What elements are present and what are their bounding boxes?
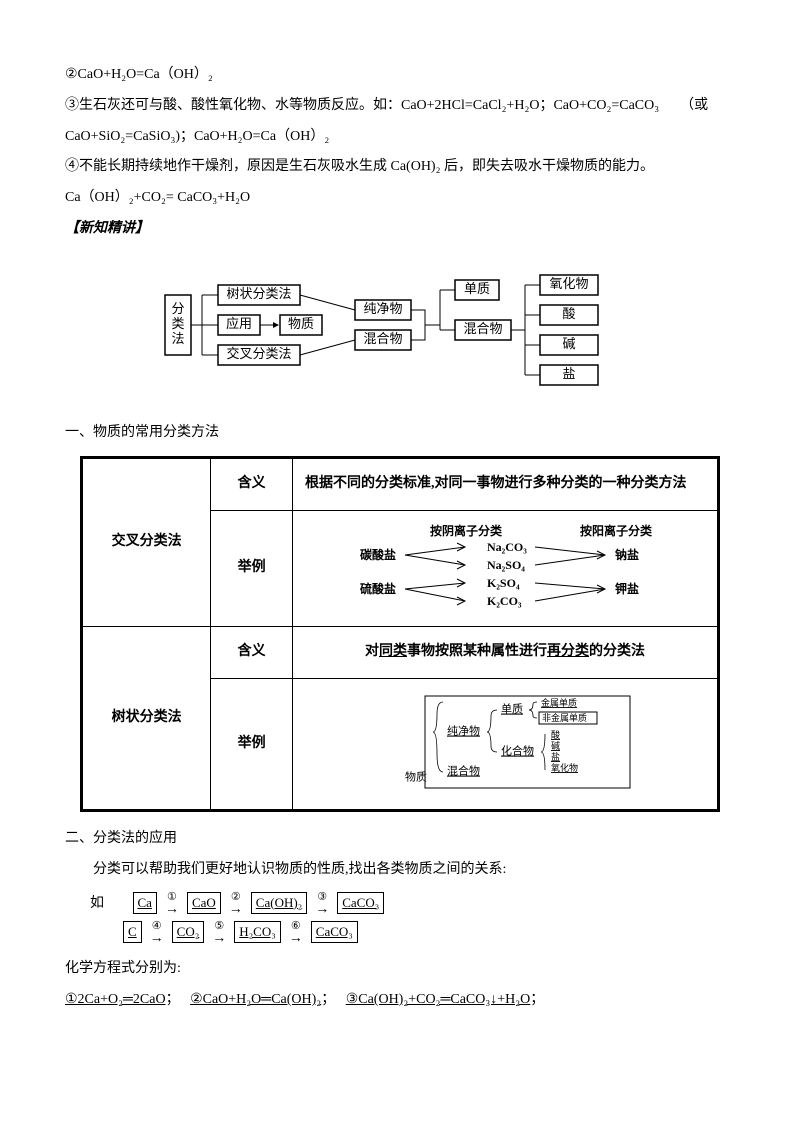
svg-text:K₂CO₃: K₂CO₃ [487,594,522,608]
svg-text:分: 分 [171,301,184,316]
section2-title: 二、分类法的应用 [65,824,735,855]
svg-text:Na₂CO₃: Na₂CO₃ [487,540,527,554]
classification-diagram: 分 类 法 树状分类法 应用 交叉分类法 物质 纯净物 混合物 单质 混合物 氧… [65,260,735,403]
svg-text:金属单质: 金属单质 [541,697,577,708]
cell-example-label2: 举例 [211,678,293,810]
svg-text:树状分类法: 树状分类法 [226,286,291,301]
svg-text:盐: 盐 [562,366,575,381]
svg-text:纯净物: 纯净物 [363,301,402,316]
svg-text:单质: 单质 [501,703,523,716]
svg-text:酸: 酸 [551,730,560,740]
reaction-chain-1: 如 Ca ① CaO ② Ca(OH)₂ ③ CaCO₃ [65,892,735,915]
svg-text:按阴离子分类: 按阴离子分类 [430,523,503,538]
svg-text:钠盐: 钠盐 [615,547,639,562]
cell-cross-example: 按阴离子分类 按阳离子分类 碳酸盐 硫酸盐 Na₂CO₃ Na₂SO₄ K₂SO… [293,511,719,627]
cell-meaning-label: 含义 [211,458,293,511]
cell-meaning-label2: 含义 [211,627,293,679]
svg-text:K₂SO₄: K₂SO₄ [487,576,520,590]
svg-text:碱: 碱 [551,741,560,751]
section2-intro: 分类可以帮助我们更好地认识物质的性质,找出各类物质之间的关系: [65,855,735,886]
svg-text:混合物: 混合物 [363,331,402,346]
intro-line-4: ④不能长期持续地作干燥剂，原因是生石灰吸水生成 Ca(OH)₂ 后，即失去吸水干… [65,152,735,183]
svg-text:按阳离子分类: 按阳离子分类 [580,523,653,538]
intro-line-5: Ca（OH）₂+CO₂= CaCO₃+H₂O [65,183,735,214]
svg-text:氧化物: 氧化物 [551,762,578,773]
svg-text:应用: 应用 [226,316,252,331]
svg-text:类: 类 [171,316,184,331]
svg-text:钾盐: 钾盐 [615,581,639,596]
cell-example-label: 举例 [211,511,293,627]
svg-text:盐: 盐 [551,751,560,762]
svg-text:物质: 物质 [288,316,314,331]
svg-text:混合物: 混合物 [463,321,502,336]
cell-tree-head: 树状分类法 [82,627,211,811]
cell-tree-meaning: 对同类事物按照某种属性进行再分类的分类法 [293,627,719,679]
intro-line-2: ③生石灰还可与酸、酸性氧化物、水等物质反应。如：CaO+2HCl=CaCl₂+H… [65,91,735,122]
svg-text:混合物: 混合物 [447,764,480,778]
svg-text:化合物: 化合物 [501,744,534,758]
cell-cross-head: 交叉分类法 [82,458,211,627]
section-heading: 【新知精讲】 [65,214,735,245]
classification-table: 交叉分类法 含义 根据不同的分类标准,对同一事物进行多种分类的一种分类方法 举例… [80,456,720,812]
intro-line-1: ②CaO+H₂O=Ca（OH）₂ [65,60,735,91]
svg-text:硫酸盐: 硫酸盐 [360,581,396,596]
equations-line: ①2Ca+O₂═2CaO； ②CaO+H₂O═Ca(OH)₂； ③Ca(OH)₂… [65,985,735,1016]
svg-text:氧化物: 氧化物 [549,276,588,291]
cell-tree-example: 物质 纯净物 混合物 单质 化合物 金属单质 非金属单质 酸 碱 盐 氧化物 [293,678,719,810]
svg-text:Na₂SO₄: Na₂SO₄ [487,558,525,572]
svg-text:碱: 碱 [562,336,575,351]
svg-text:交叉分类法: 交叉分类法 [226,346,291,361]
section1-title: 一、物质的常用分类方法 [65,418,735,449]
svg-text:非金属单质: 非金属单质 [542,712,587,723]
svg-text:法: 法 [171,331,184,346]
cell-cross-meaning: 根据不同的分类标准,对同一事物进行多种分类的一种分类方法 [293,458,719,511]
intro-line-3: CaO+SiO₂=CaSiO₃)；CaO+H₂O=Ca（OH）₂ [65,122,735,153]
equations-title: 化学方程式分别为: [65,954,735,985]
svg-text:单质: 单质 [464,281,490,296]
svg-text:碳酸盐: 碳酸盐 [360,547,396,562]
svg-text:纯净物: 纯净物 [447,724,480,738]
svg-text:物质: 物质 [405,770,427,784]
reaction-chain-2: C ④ CO₂ ⑤ H₂CO₃ ⑥ CaCO₃ [65,921,735,944]
svg-text:酸: 酸 [562,306,575,321]
